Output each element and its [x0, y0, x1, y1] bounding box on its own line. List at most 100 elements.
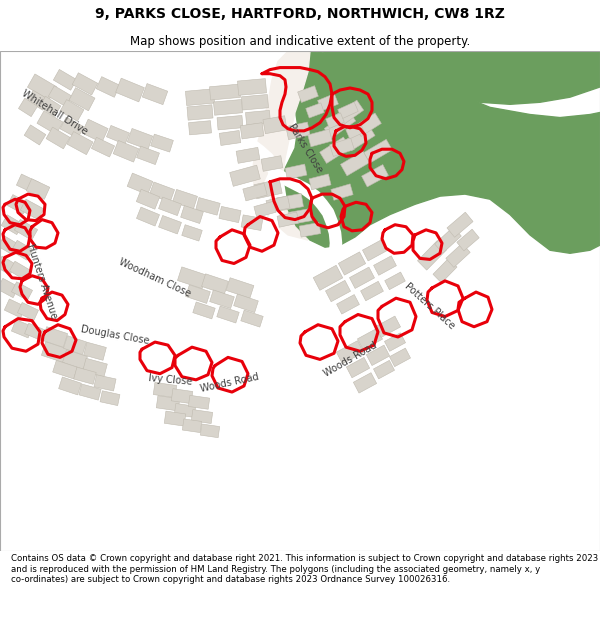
Polygon shape [217, 306, 239, 323]
Polygon shape [182, 419, 202, 432]
Polygon shape [185, 285, 211, 303]
Polygon shape [233, 294, 259, 312]
Polygon shape [266, 196, 290, 212]
Polygon shape [136, 207, 160, 226]
Polygon shape [113, 141, 139, 162]
Text: Douglas Close: Douglas Close [80, 324, 150, 346]
Polygon shape [83, 358, 107, 377]
Polygon shape [346, 123, 364, 139]
Polygon shape [173, 189, 197, 209]
Polygon shape [338, 252, 365, 275]
Polygon shape [127, 129, 153, 149]
Polygon shape [373, 361, 395, 379]
Polygon shape [60, 117, 84, 138]
Polygon shape [362, 164, 388, 187]
Polygon shape [236, 148, 260, 163]
Polygon shape [17, 302, 38, 321]
Polygon shape [337, 100, 364, 125]
Polygon shape [100, 391, 120, 406]
Polygon shape [149, 182, 175, 202]
Polygon shape [202, 274, 229, 294]
Polygon shape [433, 258, 457, 283]
Polygon shape [219, 206, 241, 222]
Polygon shape [106, 126, 130, 144]
Text: Potters Place: Potters Place [403, 281, 457, 331]
Polygon shape [263, 116, 287, 134]
Polygon shape [10, 261, 31, 280]
Text: Ivy Close: Ivy Close [148, 373, 193, 387]
Text: Woods Road: Woods Road [200, 372, 260, 394]
Text: Woodham Close: Woodham Close [118, 257, 193, 299]
Polygon shape [261, 156, 283, 171]
Polygon shape [46, 127, 70, 149]
Polygon shape [153, 382, 177, 398]
Polygon shape [326, 113, 344, 128]
Polygon shape [447, 212, 473, 238]
Polygon shape [151, 134, 173, 152]
Polygon shape [367, 345, 389, 366]
Polygon shape [26, 179, 50, 199]
Polygon shape [308, 129, 332, 147]
Polygon shape [142, 84, 168, 104]
Polygon shape [309, 174, 331, 190]
Polygon shape [178, 267, 206, 289]
Polygon shape [196, 198, 220, 215]
Polygon shape [4, 299, 26, 318]
Polygon shape [16, 174, 40, 194]
Polygon shape [355, 113, 382, 136]
Polygon shape [361, 281, 383, 301]
Polygon shape [358, 328, 383, 349]
Polygon shape [136, 189, 160, 209]
Polygon shape [331, 184, 353, 200]
Polygon shape [19, 98, 38, 117]
Polygon shape [362, 239, 388, 261]
Polygon shape [69, 88, 95, 111]
Polygon shape [217, 116, 243, 130]
Polygon shape [43, 327, 68, 348]
Polygon shape [79, 384, 101, 400]
Polygon shape [285, 164, 307, 179]
Polygon shape [37, 111, 63, 134]
Text: 9, PARKS CLOSE, HARTFORD, NORTHWICH, CW8 1RZ: 9, PARKS CLOSE, HARTFORD, NORTHWICH, CW8… [95, 8, 505, 21]
Polygon shape [0, 236, 18, 254]
Polygon shape [181, 206, 203, 224]
Polygon shape [298, 86, 319, 102]
Polygon shape [277, 212, 299, 228]
Polygon shape [158, 197, 181, 216]
Polygon shape [325, 281, 350, 302]
Polygon shape [53, 69, 77, 90]
Polygon shape [209, 290, 235, 309]
Polygon shape [39, 96, 61, 116]
Polygon shape [11, 282, 32, 301]
Polygon shape [277, 194, 304, 211]
Polygon shape [41, 342, 68, 363]
Polygon shape [137, 146, 160, 164]
Polygon shape [337, 294, 359, 314]
Polygon shape [338, 102, 358, 119]
Polygon shape [74, 367, 96, 384]
Polygon shape [317, 94, 338, 111]
Polygon shape [96, 77, 120, 98]
Polygon shape [49, 86, 71, 106]
Polygon shape [24, 125, 46, 145]
Polygon shape [313, 265, 343, 291]
Text: Parks Close: Parks Close [286, 122, 324, 174]
Polygon shape [241, 215, 263, 231]
Polygon shape [187, 105, 213, 120]
Polygon shape [288, 209, 312, 224]
Text: Map shows position and indicative extent of the property.: Map shows position and indicative extent… [130, 34, 470, 48]
Polygon shape [127, 173, 153, 195]
Polygon shape [238, 79, 266, 96]
Polygon shape [385, 272, 405, 289]
Polygon shape [188, 121, 211, 135]
Polygon shape [299, 222, 321, 237]
Polygon shape [457, 229, 479, 251]
Polygon shape [329, 138, 355, 156]
Polygon shape [254, 179, 282, 199]
Polygon shape [374, 256, 397, 275]
Polygon shape [240, 122, 264, 139]
Polygon shape [385, 332, 406, 351]
Polygon shape [62, 349, 88, 369]
Polygon shape [7, 194, 29, 214]
Polygon shape [345, 125, 375, 151]
